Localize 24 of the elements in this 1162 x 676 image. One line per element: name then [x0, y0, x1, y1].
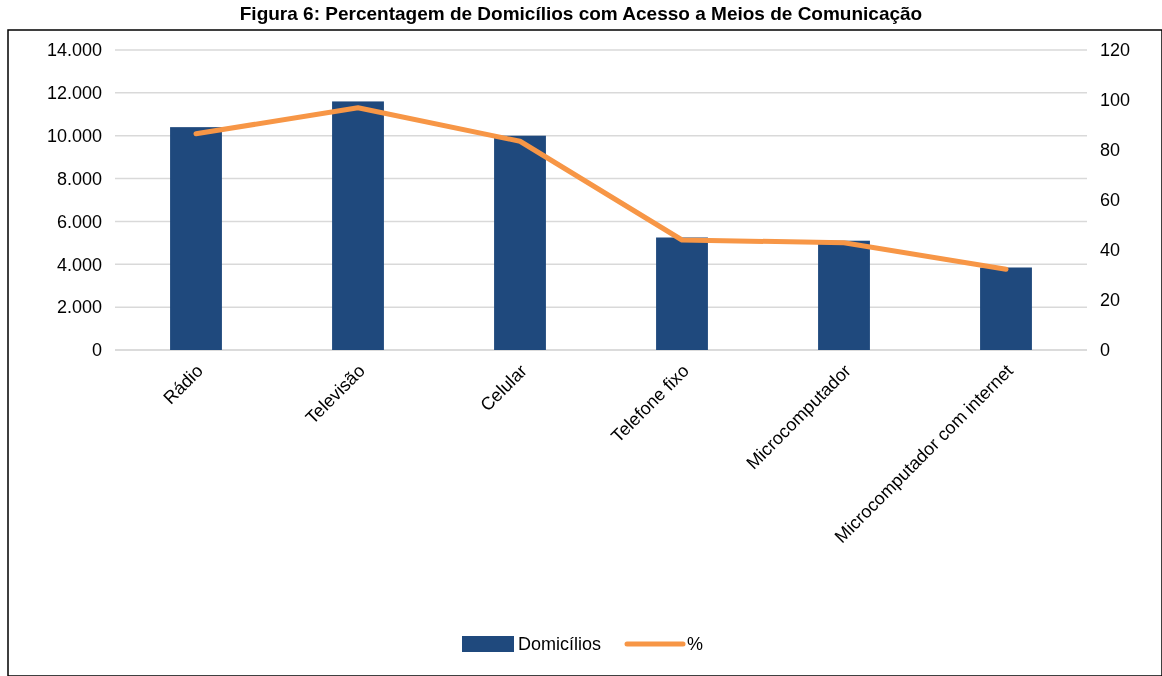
legend-label: Domicílios — [518, 634, 602, 654]
y2-tick-label: 100 — [1100, 90, 1131, 111]
y2-tick-label: 0 — [1100, 340, 1111, 361]
chart-title: Figura 6: Percentagem de Domicílios com Acesso a Meios de Comunicação — [239, 3, 923, 24]
legend-label: % — [687, 634, 704, 654]
y2-tick-label: 60 — [1100, 190, 1121, 211]
y-tick-label: 10.000 — [46, 125, 102, 146]
y2-tick-label: 40 — [1100, 240, 1121, 261]
bar — [494, 135, 546, 350]
y-tick-label: 0 — [91, 340, 102, 361]
y-tick-label: 2.000 — [56, 297, 102, 318]
bar — [170, 127, 222, 350]
bar — [656, 237, 708, 350]
bar — [332, 101, 384, 350]
y2-tick-label: 120 — [1100, 40, 1131, 61]
y-tick-label: 4.000 — [56, 254, 102, 275]
bar — [980, 267, 1032, 350]
y-tick-label: 8.000 — [56, 168, 102, 189]
y2-tick-label: 80 — [1100, 140, 1121, 161]
y2-tick-label: 20 — [1100, 290, 1121, 311]
y-tick-label: 14.000 — [46, 40, 102, 61]
y-tick-label: 6.000 — [56, 211, 102, 232]
bar — [818, 240, 870, 350]
y-tick-label: 12.000 — [46, 83, 102, 104]
